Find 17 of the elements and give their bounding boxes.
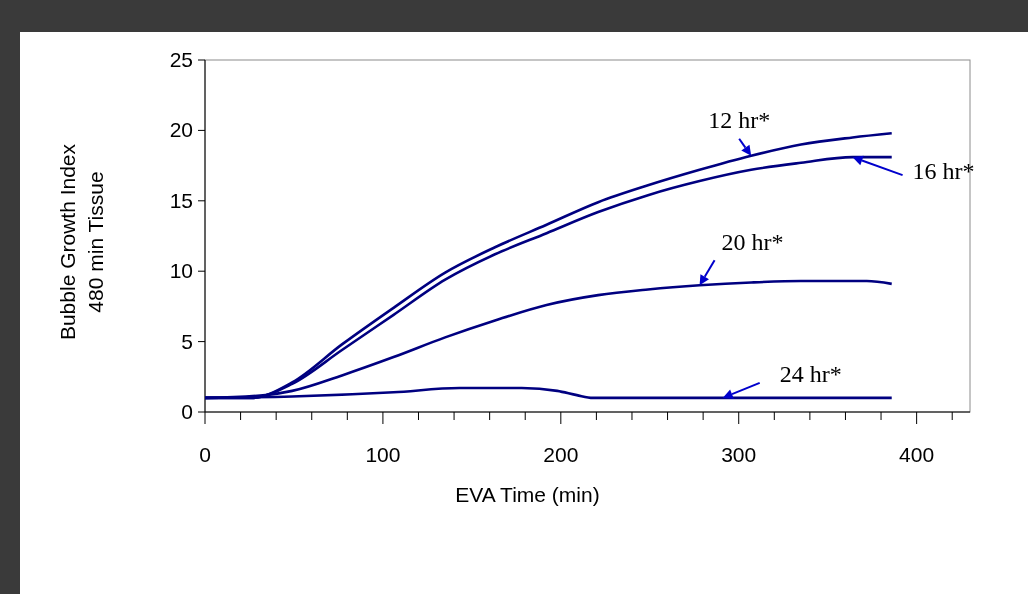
annotation: 20 hr* [721,229,784,256]
annotation: 24 hr* [779,360,842,387]
x-tick-label: 200 [543,443,579,466]
y-tick-label: 20 [169,118,193,142]
y-tick-label: 10 [169,259,193,283]
x-tick-label: 0 [199,443,211,466]
x-tick-label: 300 [721,443,757,466]
y-tick-label: 0 [181,400,193,423]
x-axis-title: EVA Time (min) [455,483,600,506]
y-tick-label: 25 [169,48,193,71]
y-axis-title: Bubble Growth Index 480 min Tissue [56,143,107,341]
annotation: 16 hr* [912,158,975,185]
x-tick-label: 100 [365,443,401,466]
y-tick-label: 15 [169,188,193,212]
y-tick-label: 5 [181,329,193,353]
x-tick-label: 400 [899,443,935,466]
annotation: 12 hr* [708,106,771,133]
